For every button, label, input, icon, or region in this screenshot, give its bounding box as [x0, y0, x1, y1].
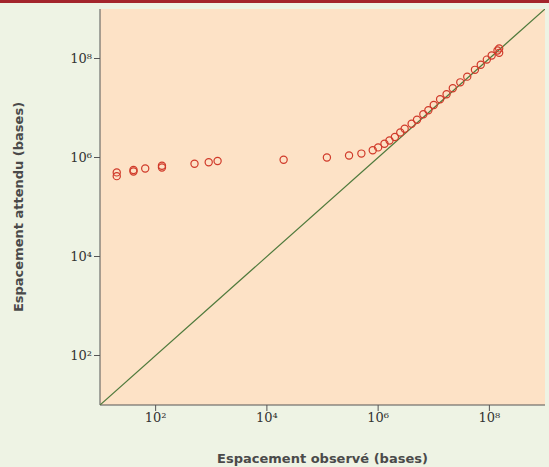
svg-text:Espacement observé (bases): Espacement observé (bases): [217, 451, 428, 466]
svg-text:10⁶: 10⁶: [367, 410, 389, 425]
svg-text:10²: 10²: [145, 410, 167, 425]
svg-text:10⁴: 10⁴: [70, 249, 92, 264]
svg-text:Espacement attendu (bases): Espacement attendu (bases): [11, 102, 26, 312]
svg-text:10⁴: 10⁴: [256, 410, 278, 425]
svg-text:10⁸: 10⁸: [70, 51, 92, 66]
svg-text:10²: 10²: [70, 348, 92, 363]
svg-text:10⁸: 10⁸: [478, 410, 500, 425]
svg-text:10⁶: 10⁶: [70, 150, 92, 165]
